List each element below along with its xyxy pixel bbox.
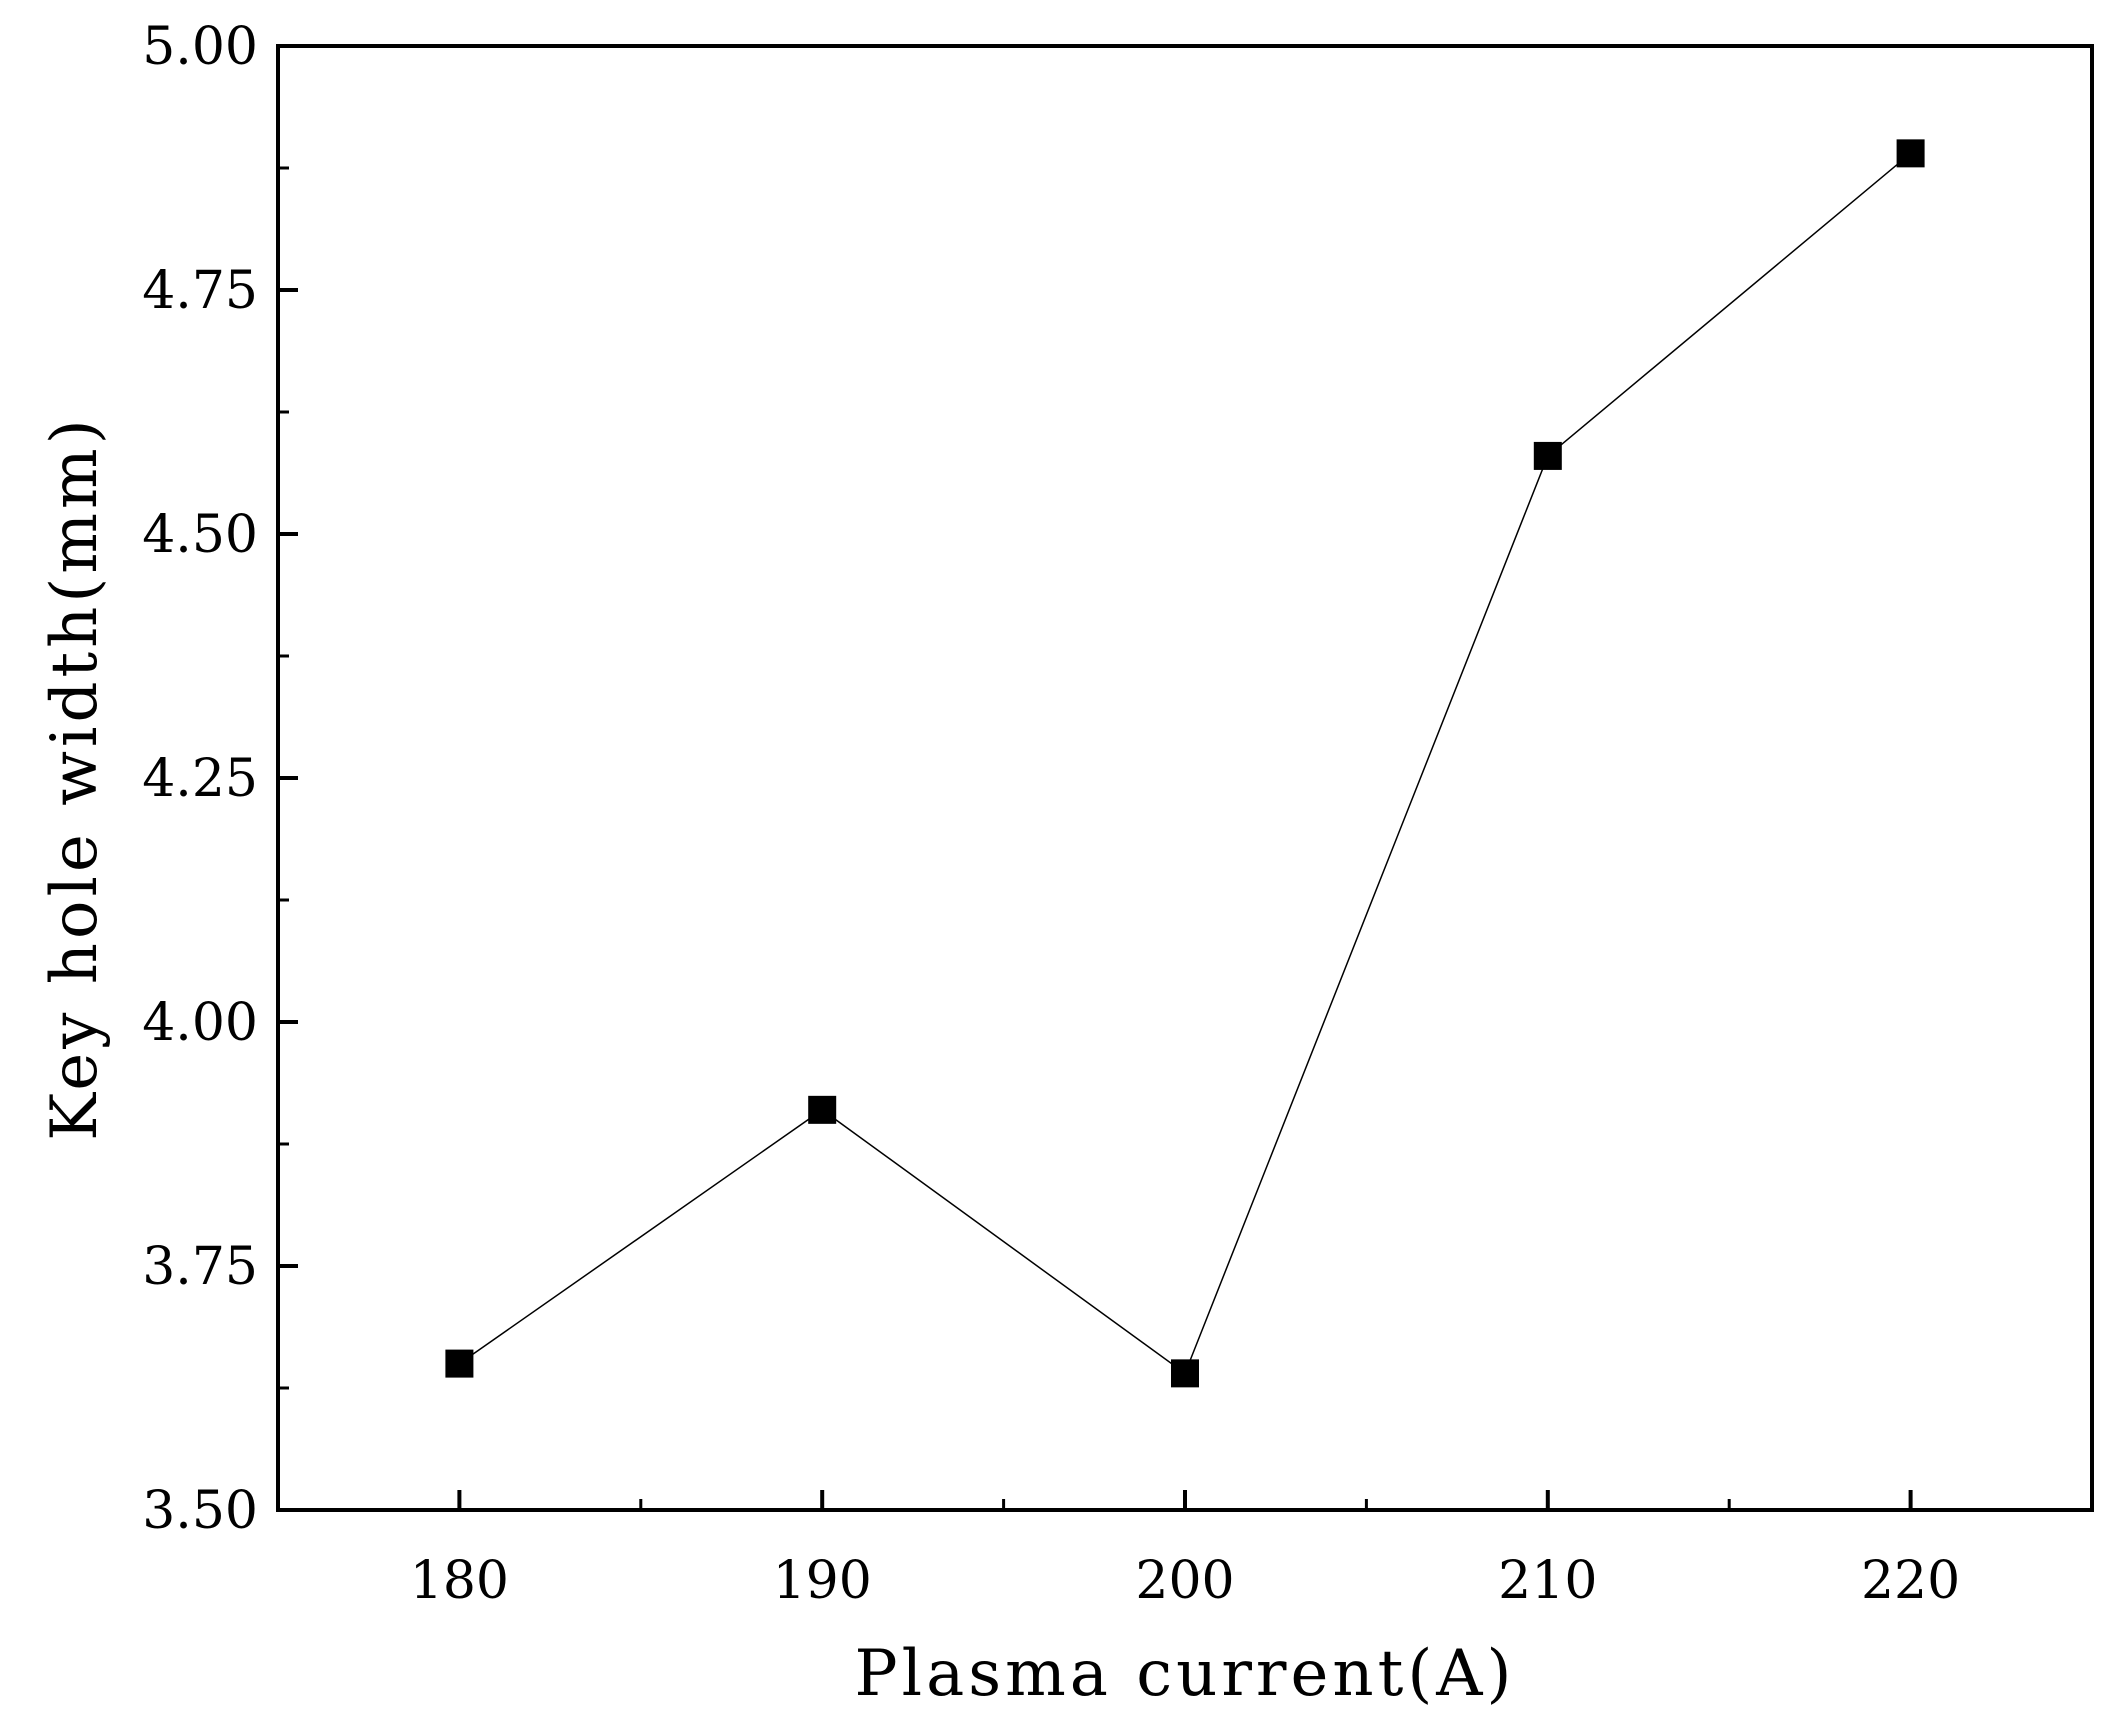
series-line [458,152,1912,1375]
x-tick-label: 180 [410,1551,509,1611]
x-tick-label: 220 [1861,1551,1960,1611]
x-tick-label: 190 [773,1551,872,1611]
y-tick-label: 3.50 [142,1481,258,1541]
x-tick-label: 210 [1498,1551,1597,1611]
y-axis-title: Key hole width(mm) [38,415,112,1140]
data-point-marker [1171,1359,1199,1388]
y-tick-label: 3.75 [142,1237,258,1297]
y-tick-label: 4.50 [142,505,258,565]
data-point-marker [1896,139,1925,168]
y-tick-label: 4.00 [142,993,258,1053]
x-axis-title: Plasma current(A) [855,1637,1516,1711]
data-point-marker [445,1349,474,1378]
y-tick-label: 5.00 [142,17,258,77]
x-tick-label: 200 [1135,1551,1234,1611]
y-tick-label: 4.75 [142,261,258,321]
plot-frame [276,44,2094,1512]
data-point-marker [1533,441,1562,470]
data-point-marker [808,1095,837,1124]
y-tick-label: 4.25 [142,749,258,809]
